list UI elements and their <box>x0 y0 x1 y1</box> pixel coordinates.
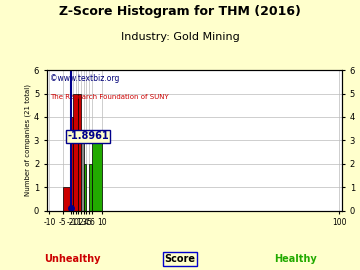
Bar <box>63 187 71 211</box>
Text: Industry: Gold Mining: Industry: Gold Mining <box>121 32 239 42</box>
Bar <box>84 164 86 211</box>
Text: Unhealthy: Unhealthy <box>44 254 100 264</box>
Y-axis label: Number of companies (21 total): Number of companies (21 total) <box>24 85 31 196</box>
Bar <box>73 94 78 211</box>
Bar <box>81 140 84 211</box>
Bar <box>71 117 73 211</box>
Text: Z-Score Histogram for THM (2016): Z-Score Histogram for THM (2016) <box>59 5 301 18</box>
Bar <box>78 94 81 211</box>
Text: Score: Score <box>165 254 195 264</box>
Bar <box>89 164 91 211</box>
Text: The Research Foundation of SUNY: The Research Foundation of SUNY <box>50 94 168 100</box>
Bar <box>91 140 102 211</box>
Text: Healthy: Healthy <box>274 254 316 264</box>
Text: ©www.textbiz.org: ©www.textbiz.org <box>50 75 119 83</box>
Text: -1.8961: -1.8961 <box>67 131 109 141</box>
